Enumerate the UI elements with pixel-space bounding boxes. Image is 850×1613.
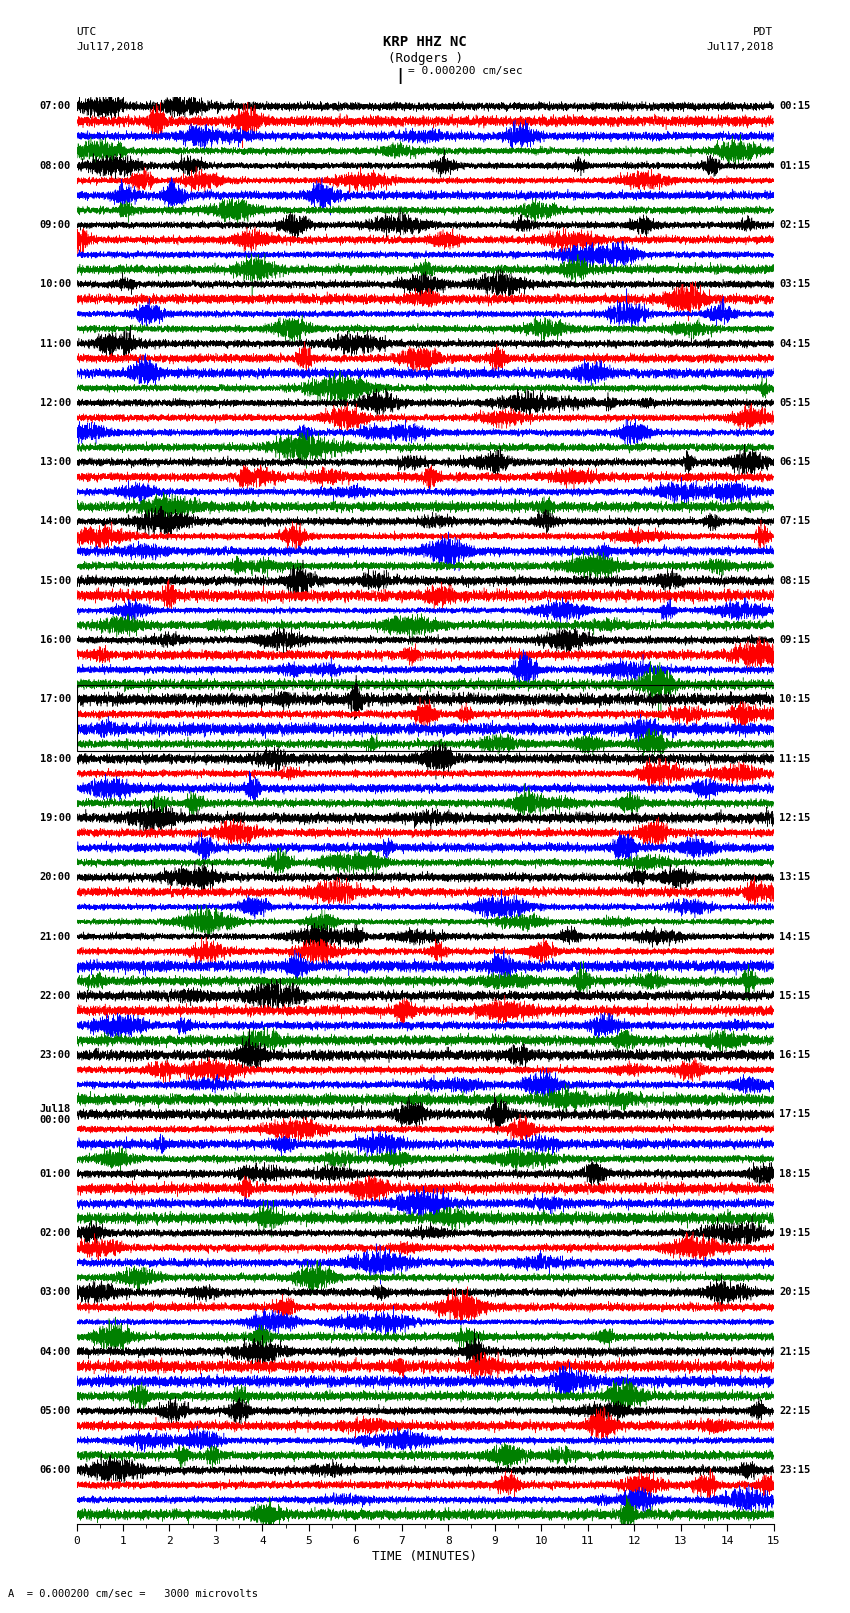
Bar: [76, 684, 774, 752]
X-axis label: TIME (MINUTES): TIME (MINUTES): [372, 1550, 478, 1563]
Text: 04:00: 04:00: [40, 1347, 71, 1357]
Text: 12:00: 12:00: [40, 398, 71, 408]
Text: 17:15: 17:15: [779, 1110, 810, 1119]
Text: 12:15: 12:15: [779, 813, 810, 823]
Text: 11:00: 11:00: [40, 339, 71, 348]
Text: 11:15: 11:15: [779, 753, 810, 763]
Text: 16:15: 16:15: [779, 1050, 810, 1060]
Text: A  = 0.000200 cm/sec =   3000 microvolts: A = 0.000200 cm/sec = 3000 microvolts: [8, 1589, 258, 1598]
Text: 16:00: 16:00: [40, 636, 71, 645]
Text: KRP HHZ NC: KRP HHZ NC: [383, 35, 467, 50]
Text: 02:00: 02:00: [40, 1227, 71, 1239]
Text: UTC: UTC: [76, 27, 97, 37]
Text: 15:15: 15:15: [779, 990, 810, 1000]
Text: |: |: [395, 68, 404, 84]
Text: 20:00: 20:00: [40, 873, 71, 882]
Text: 09:15: 09:15: [779, 636, 810, 645]
Text: 05:00: 05:00: [40, 1407, 71, 1416]
Text: 05:15: 05:15: [779, 398, 810, 408]
Text: 02:15: 02:15: [779, 219, 810, 231]
Text: 21:00: 21:00: [40, 932, 71, 942]
Text: 10:15: 10:15: [779, 694, 810, 705]
Text: (Rodgers ): (Rodgers ): [388, 52, 462, 65]
Text: 06:15: 06:15: [779, 456, 810, 468]
Text: 14:15: 14:15: [779, 932, 810, 942]
Text: 22:00: 22:00: [40, 990, 71, 1000]
Text: Jul17,2018: Jul17,2018: [76, 42, 144, 52]
Text: = 0.000200 cm/sec: = 0.000200 cm/sec: [408, 66, 523, 76]
Text: 13:00: 13:00: [40, 456, 71, 468]
Text: Jul18
00:00: Jul18 00:00: [40, 1103, 71, 1126]
Text: Jul17,2018: Jul17,2018: [706, 42, 774, 52]
Text: 08:00: 08:00: [40, 161, 71, 171]
Text: 19:00: 19:00: [40, 813, 71, 823]
Text: 13:15: 13:15: [779, 873, 810, 882]
Text: 01:00: 01:00: [40, 1169, 71, 1179]
Text: 21:15: 21:15: [779, 1347, 810, 1357]
Text: 23:00: 23:00: [40, 1050, 71, 1060]
Text: 06:00: 06:00: [40, 1465, 71, 1476]
Text: 09:00: 09:00: [40, 219, 71, 231]
Text: 04:15: 04:15: [779, 339, 810, 348]
Text: 14:00: 14:00: [40, 516, 71, 526]
Text: 07:15: 07:15: [779, 516, 810, 526]
Text: 20:15: 20:15: [779, 1287, 810, 1297]
Text: PDT: PDT: [753, 27, 774, 37]
Text: 03:00: 03:00: [40, 1287, 71, 1297]
Text: 07:00: 07:00: [40, 102, 71, 111]
Text: 15:00: 15:00: [40, 576, 71, 586]
Text: 23:15: 23:15: [779, 1465, 810, 1476]
Text: 18:00: 18:00: [40, 753, 71, 763]
Text: 00:15: 00:15: [779, 102, 810, 111]
Text: 08:15: 08:15: [779, 576, 810, 586]
Text: 01:15: 01:15: [779, 161, 810, 171]
Text: 19:15: 19:15: [779, 1227, 810, 1239]
Text: 03:15: 03:15: [779, 279, 810, 289]
Text: 17:00: 17:00: [40, 694, 71, 705]
Text: 10:00: 10:00: [40, 279, 71, 289]
Text: 18:15: 18:15: [779, 1169, 810, 1179]
Text: 22:15: 22:15: [779, 1407, 810, 1416]
